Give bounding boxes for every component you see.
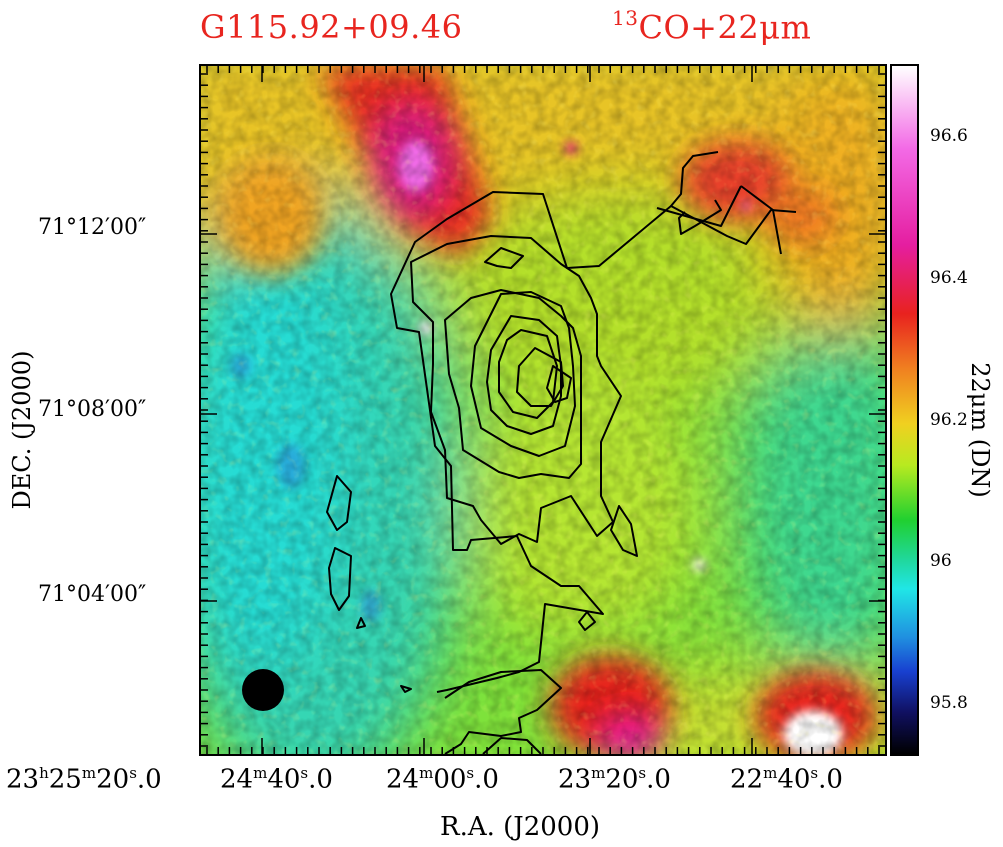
contour-line bbox=[410, 235, 622, 545]
colorbar-tick-label: 96.4 bbox=[930, 267, 968, 288]
contour-line bbox=[400, 685, 412, 693]
contour-line bbox=[516, 347, 564, 407]
y-tick-label: 71°12′00″ bbox=[38, 215, 147, 240]
contour-line bbox=[390, 191, 797, 693]
x-tick-label: 22m40s.0 bbox=[730, 764, 843, 795]
y-axis-title: DEC. (J2000) bbox=[8, 350, 36, 510]
contour-line bbox=[610, 505, 638, 557]
y-tick-label: 71°08′00″ bbox=[38, 397, 147, 422]
contour-line bbox=[670, 151, 719, 207]
contour-line bbox=[328, 547, 352, 611]
contour-line bbox=[482, 737, 542, 754]
beam-marker bbox=[242, 669, 284, 711]
x-axis-title: R.A. (J2000) bbox=[440, 812, 601, 842]
contour-line bbox=[656, 185, 742, 227]
x-tick-label: 24m40s.0 bbox=[220, 764, 333, 795]
contour-line bbox=[740, 185, 782, 255]
colorbar-tick-label: 96.2 bbox=[930, 409, 968, 430]
contour-line bbox=[578, 611, 596, 631]
contour-line bbox=[498, 329, 558, 419]
colorbar-tick-label: 95.8 bbox=[930, 693, 968, 714]
contour-line bbox=[484, 247, 524, 269]
y-tick-label: 71°04′00″ bbox=[38, 582, 147, 607]
tracer-label: CO+22μm bbox=[638, 8, 812, 47]
map-background bbox=[201, 66, 885, 754]
contour-line bbox=[678, 199, 722, 235]
contour-line bbox=[444, 669, 562, 754]
colorbar bbox=[890, 64, 919, 756]
contour-line bbox=[470, 291, 576, 457]
x-tick-label: 23m20s.0 bbox=[558, 764, 671, 795]
x-tick-label: 23h25m20s.0 bbox=[6, 764, 162, 795]
isotope-superscript: 13 bbox=[612, 6, 639, 30]
contour-line bbox=[486, 315, 562, 435]
co-contours bbox=[326, 151, 797, 754]
axis-ticks bbox=[201, 66, 885, 754]
colorbar-tick-label: 96.6 bbox=[930, 125, 968, 146]
colorbar-title: 22μm (DN) bbox=[966, 362, 994, 498]
contour-line bbox=[444, 289, 582, 479]
chart-title-source: G115.92+09.46 bbox=[200, 8, 463, 46]
chart-title-tracers: 13CO+22μm bbox=[612, 6, 812, 47]
x-tick-label: 24m00s.0 bbox=[386, 764, 499, 795]
contour-line bbox=[326, 475, 352, 531]
contour-line bbox=[356, 617, 366, 629]
contour-line bbox=[546, 365, 572, 403]
map-panel bbox=[199, 64, 887, 756]
colorbar-tick-label: 96 bbox=[930, 551, 952, 572]
intensity-map bbox=[201, 66, 885, 754]
